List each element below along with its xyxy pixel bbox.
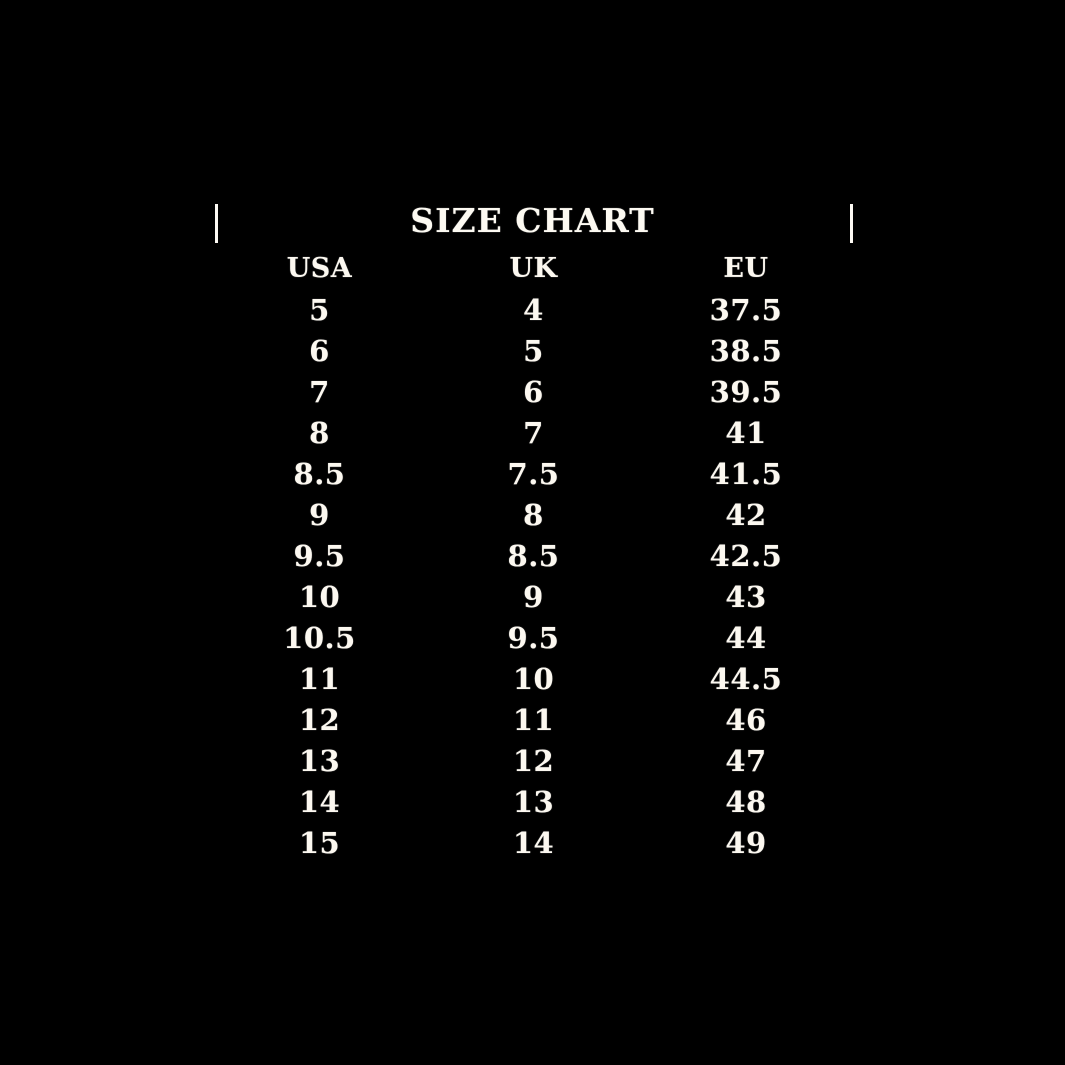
cell-uk: 5 (523, 333, 544, 368)
cell-eu: 43 (725, 579, 767, 614)
row-spacer-right (852, 576, 1065, 617)
cell-usa: 14 (298, 784, 341, 819)
row-spacer-left (0, 781, 212, 822)
cell-uk: 13 (512, 784, 555, 819)
cell-eu: 44.5 (709, 661, 783, 696)
row-spacer-right (852, 330, 1065, 371)
row-spacer-right (852, 412, 1065, 453)
row-spacer-left (0, 371, 212, 412)
row-spacer-right (852, 658, 1065, 699)
size-chart-table: USA UK EU 5 4 37.5 6 5 38.5 (0, 248, 1065, 863)
row-spacer-left (0, 412, 212, 453)
row-spacer-left (0, 658, 212, 699)
table-row: 5 4 37.5 (0, 289, 1065, 330)
table-header: USA UK EU (0, 248, 1065, 289)
table-row: 10 9 43 (0, 576, 1065, 617)
cell-uk: 9 (523, 579, 544, 614)
row-spacer-right (852, 494, 1065, 535)
row-spacer-right (852, 617, 1065, 658)
row-spacer-right (852, 699, 1065, 740)
header-spacer-left (0, 248, 212, 289)
cell-usa: 10 (298, 579, 341, 614)
row-spacer-left (0, 822, 212, 863)
cell-usa: 8.5 (293, 456, 346, 491)
row-spacer-left (0, 740, 212, 781)
table-row: 11 10 44.5 (0, 658, 1065, 699)
cell-usa: 12 (298, 702, 341, 737)
cell-usa: 7 (309, 374, 330, 409)
row-spacer-left (0, 699, 212, 740)
row-spacer-right (852, 822, 1065, 863)
cell-eu: 47 (725, 743, 767, 778)
row-spacer-left (0, 289, 212, 330)
table-row: 10.5 9.5 44 (0, 617, 1065, 658)
cell-eu: 49 (725, 825, 767, 860)
row-spacer-left (0, 453, 212, 494)
row-spacer-right (852, 781, 1065, 822)
table-row: 8 7 41 (0, 412, 1065, 453)
cell-uk: 8.5 (507, 538, 560, 573)
cell-eu: 39.5 (709, 374, 783, 409)
cell-eu: 42 (725, 497, 767, 532)
table-row: 8.5 7.5 41.5 (0, 453, 1065, 494)
row-spacer-right (852, 371, 1065, 412)
cell-usa: 6 (309, 333, 330, 368)
table-row: 7 6 39.5 (0, 371, 1065, 412)
cell-eu: 48 (725, 784, 767, 819)
cell-eu: 44 (725, 620, 767, 655)
table-row: 9 8 42 (0, 494, 1065, 535)
row-spacer-left (0, 617, 212, 658)
page-title: SIZE CHART (410, 201, 655, 240)
cell-uk: 10 (512, 661, 555, 696)
column-header-uk: UK (509, 253, 558, 284)
table-row: 14 13 48 (0, 781, 1065, 822)
cell-usa: 10.5 (283, 620, 356, 655)
cell-uk: 7 (523, 415, 544, 450)
row-spacer-right (852, 535, 1065, 576)
cell-uk: 4 (523, 292, 544, 327)
cell-eu: 37.5 (709, 292, 783, 327)
cell-usa: 8 (309, 415, 330, 450)
cell-usa: 15 (298, 825, 341, 860)
cell-eu: 38.5 (709, 333, 783, 368)
cell-usa: 5 (309, 292, 330, 327)
column-header-eu: EU (723, 253, 769, 284)
cell-uk: 9.5 (507, 620, 560, 655)
table-row: 12 11 46 (0, 699, 1065, 740)
cell-uk: 7.5 (507, 456, 560, 491)
row-spacer-right (852, 289, 1065, 330)
title-rule-left-icon (215, 204, 218, 243)
cell-usa: 9.5 (293, 538, 346, 573)
header-spacer-right (852, 248, 1065, 289)
cell-uk: 8 (523, 497, 544, 532)
title-rule-right-icon (850, 204, 853, 243)
row-spacer-left (0, 576, 212, 617)
cell-usa: 9 (309, 497, 330, 532)
table-row: 6 5 38.5 (0, 330, 1065, 371)
cell-uk: 12 (512, 743, 555, 778)
table-row: 13 12 47 (0, 740, 1065, 781)
cell-eu: 41 (725, 415, 767, 450)
cell-uk: 11 (512, 702, 555, 737)
table-row: 15 14 49 (0, 822, 1065, 863)
table-body: 5 4 37.5 6 5 38.5 7 6 39.5 8 (0, 289, 1065, 863)
cell-usa: 13 (298, 743, 341, 778)
table-row: 9.5 8.5 42.5 (0, 535, 1065, 576)
cell-eu: 42.5 (709, 538, 783, 573)
title-band: SIZE CHART (0, 200, 1065, 248)
cell-eu: 46 (725, 702, 767, 737)
column-header-usa: USA (286, 253, 353, 284)
row-spacer-left (0, 330, 212, 371)
row-spacer-left (0, 494, 212, 535)
row-spacer-right (852, 740, 1065, 781)
table-header-row: USA UK EU (0, 248, 1065, 289)
row-spacer-right (852, 453, 1065, 494)
cell-eu: 41.5 (709, 456, 783, 491)
cell-uk: 6 (523, 374, 544, 409)
cell-uk: 14 (512, 825, 555, 860)
row-spacer-left (0, 535, 212, 576)
cell-usa: 11 (298, 661, 341, 696)
